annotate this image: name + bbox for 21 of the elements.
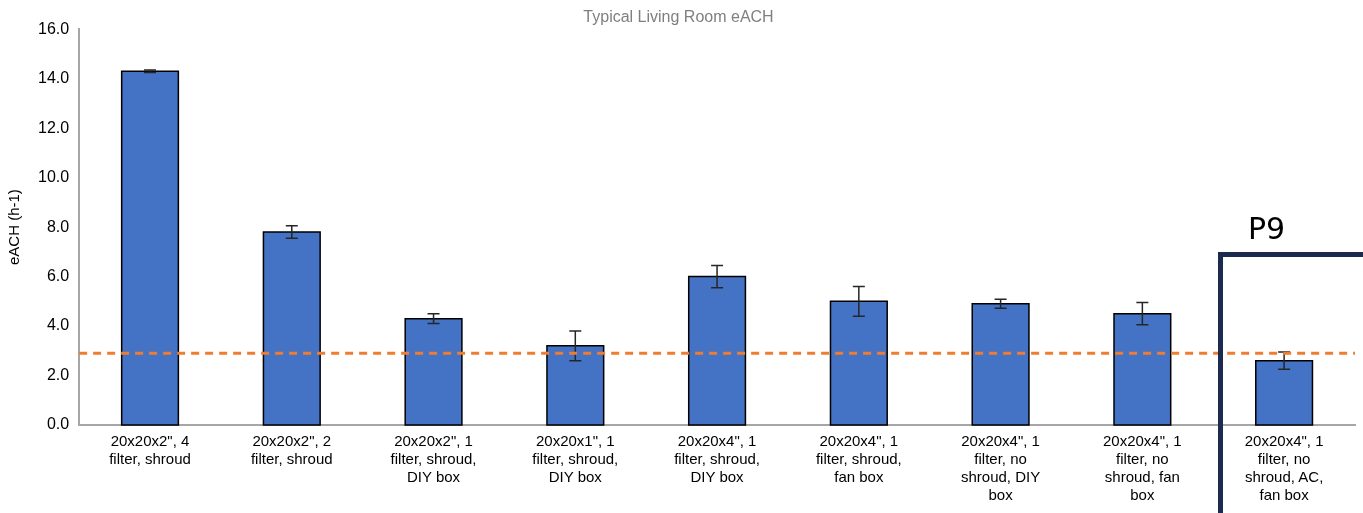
y-tick-label: 14.0 xyxy=(38,69,70,87)
x-tick-label: 20x20x1", 1 filter, shroud, DIY box xyxy=(532,432,619,486)
x-tick-label: 20x20x4", 1 filter, no shroud, AC, fan box xyxy=(1244,432,1324,504)
y-tick-label: 6.0 xyxy=(46,266,70,284)
x-tick-label: 20x20x2", 2 filter, shroud xyxy=(250,432,333,468)
x-tick-label: 20x20x2", 4 filter, shroud xyxy=(109,432,191,468)
annotation: P9 xyxy=(1248,211,1286,246)
y-tick-label: 8.0 xyxy=(46,217,70,235)
x-tick-label: 20x20x4", 1 filter, shroud, fan box xyxy=(815,432,902,486)
y-tick-label: 10.0 xyxy=(38,168,70,186)
y-tick-label: 2.0 xyxy=(46,365,70,383)
x-tick-label: 20x20x4", 1 filter, no shroud, fan box xyxy=(1103,432,1182,504)
y-tick-label: 16.0 xyxy=(38,19,70,37)
x-tick-label: 20x20x4", 1 filter, no shroud, DIY box xyxy=(960,432,1041,504)
y-tick-label: 0.0 xyxy=(46,415,70,433)
x-tick-label: 20x20x2", 1 filter, shroud, DIY box xyxy=(390,432,477,486)
x-tick-label: 20x20x4", 1 filter, shroud, DIY box xyxy=(674,432,761,486)
chart-title: Typical Living Room eACH xyxy=(583,8,774,26)
y-tick-label: 12.0 xyxy=(38,118,70,136)
y-axis-title: eACH (h-1) xyxy=(5,189,23,266)
y-tick-label: 4.0 xyxy=(46,316,70,334)
